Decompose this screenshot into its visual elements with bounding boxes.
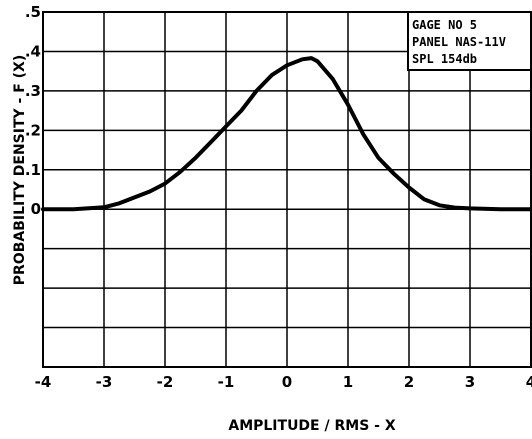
y-tick-label: .1	[25, 161, 41, 179]
x-tick-label: -2	[157, 373, 174, 391]
y-tick-label: .5	[25, 3, 41, 21]
x-tick-label: -1	[218, 373, 235, 391]
legend-line-1: GAGE NO 5	[412, 18, 477, 32]
x-tick-label: -4	[35, 373, 52, 391]
legend-frame	[407, 11, 532, 71]
x-tick-label: 1	[343, 373, 353, 391]
y-axis-title: PROBABILITY DENSITY - F (X)	[12, 55, 28, 286]
x-tick-label: 0	[282, 373, 292, 391]
y-tick-label: .2	[25, 121, 41, 139]
legend-line-3: SPL 154db	[412, 52, 477, 66]
legend-box: GAGE NO 5 PANEL NAS-11V SPL 154db	[407, 11, 532, 71]
x-tick-label: -3	[96, 373, 113, 391]
x-tick-label: 2	[404, 373, 414, 391]
y-tick-label: .4	[25, 42, 41, 60]
y-tick-label: 0	[31, 200, 41, 218]
x-tick-label: 4	[526, 373, 532, 391]
x-tick-labels: -4 -3 -2 -1 0 1 2 3 4	[35, 373, 532, 391]
density-curve	[41, 56, 532, 212]
y-tick-label: .3	[25, 82, 41, 100]
x-axis-title: AMPLITUDE / RMS - X	[228, 418, 395, 434]
legend-line-2: PANEL NAS-11V	[412, 35, 506, 49]
x-tick-label: 3	[465, 373, 475, 391]
y-tick-labels: 0 .1 .2 .3 .4 .5	[25, 3, 41, 218]
plot-frame	[42, 11, 532, 368]
grid-lines	[42, 11, 532, 368]
